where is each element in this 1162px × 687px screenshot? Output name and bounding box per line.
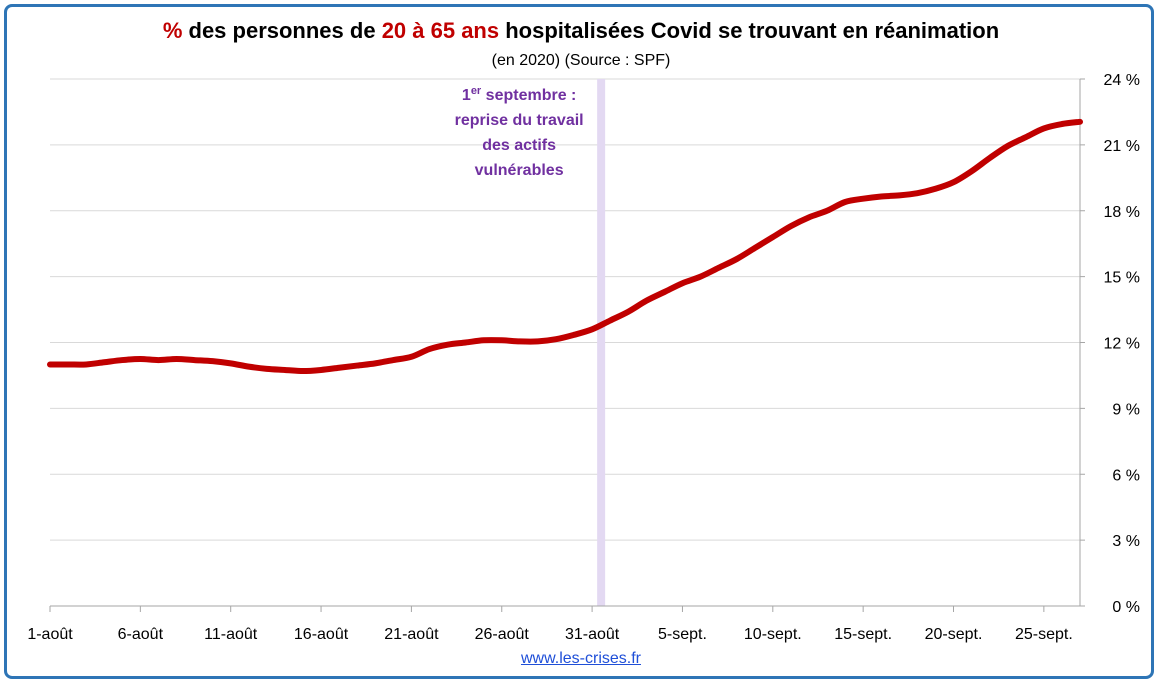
annotation-line-3: des actifs (482, 137, 556, 154)
x-tick-label: 11-août (204, 626, 258, 643)
annotation-line-2: reprise du travail (455, 112, 584, 129)
y-axis-ticks: 0 % 3 % 6 % 9 % 12 % 15 % 18 % 21 % 24 % (1080, 72, 1140, 616)
y-tick-label: 3 % (1112, 533, 1140, 550)
gridlines (50, 78, 1080, 541)
x-tick-label: 20-sept. (925, 626, 983, 643)
title-text-2: hospitalisées Covid se trouvant en réani… (499, 18, 1000, 43)
series-line (47, 118, 1083, 375)
title-text-1: des personnes de (182, 18, 382, 43)
x-tick-label: 31-août (565, 626, 620, 643)
x-tick-label: 10-sept. (744, 626, 802, 643)
y-tick-label: 21 % (1104, 138, 1140, 155)
annotation-line-4: vulnérables (475, 162, 564, 179)
x-tick-label: 25-sept. (1015, 626, 1073, 643)
title-percent-highlight: % (162, 18, 183, 43)
x-tick-label: 6-août (118, 626, 164, 643)
y-tick-label: 6 % (1112, 467, 1140, 484)
x-tick-label: 26-août (475, 626, 530, 643)
y-tick-label: 15 % (1104, 270, 1140, 287)
x-axis-ticks: 1-août 6-août 11-août 16-août 21-août 26-août… (27, 606, 1073, 643)
x-tick-label: 15-sept. (834, 626, 892, 643)
chart-frame (4, 4, 1154, 679)
x-tick-label: 5-sept. (658, 626, 707, 643)
y-tick-label: 0 % (1112, 599, 1140, 616)
x-tick-label: 21-août (384, 626, 439, 643)
annotation-line-1: 1er septembre : (462, 85, 576, 104)
y-tick-label: 18 % (1104, 204, 1140, 221)
source-link[interactable]: www.les-crises.fr (520, 650, 641, 667)
chart-subtitle: (en 2020) (Source : SPF) (491, 52, 671, 69)
y-tick-label: 24 % (1104, 72, 1140, 89)
x-tick-label: 1-août (27, 626, 73, 643)
chart-title: % des personnes de 20 à 65 ans hospitali… (0, 18, 1162, 44)
y-tick-label: 12 % (1104, 336, 1140, 353)
x-tick-label: 16-août (294, 626, 349, 643)
marker-band (597, 79, 606, 606)
title-age-highlight: 20 à 65 ans (381, 18, 500, 43)
annotation-group: 1er septembre : reprise du travail des act… (455, 85, 584, 179)
september-marker-band (597, 79, 606, 606)
y-tick-label: 9 % (1112, 401, 1140, 418)
series-lines (47, 118, 1083, 375)
